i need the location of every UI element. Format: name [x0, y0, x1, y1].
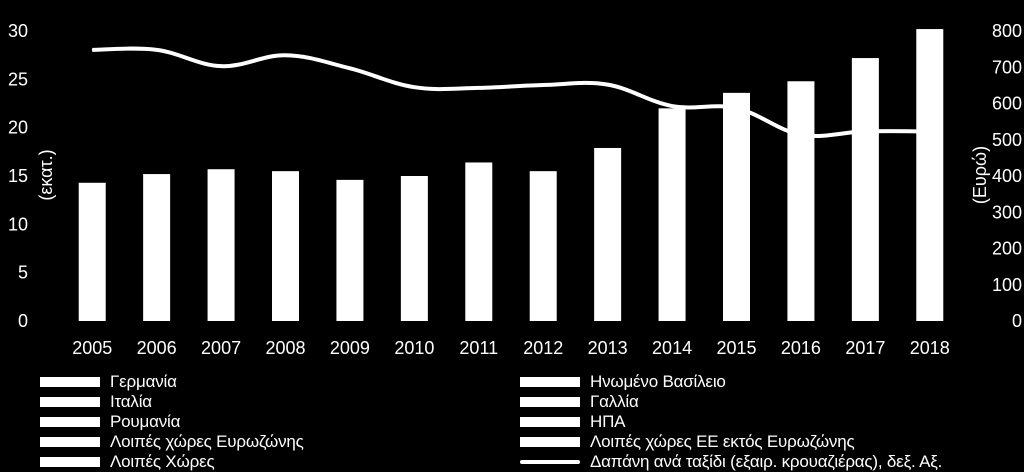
legend-item: Δαπάνη ανά ταξίδι (εξαιρ. κρουαζιέρας), …: [520, 452, 942, 472]
left-tick-label: 10: [8, 214, 28, 234]
legend-item: Λοιπές Χώρες: [40, 452, 215, 472]
x-tick-label: 2015: [716, 338, 756, 358]
bar: [787, 81, 815, 322]
x-axis-ticks: 2005 2006 2007 2008 2009 2010 2011 2012 2013 2014…: [72, 338, 950, 358]
right-tick-label: 400: [992, 166, 1022, 186]
x-tick-label: 2013: [588, 338, 628, 358]
left-axis-ticks: 0 5 10 15 20 25 30: [8, 21, 28, 331]
legend: Γερμανία Ηνωμένο Βασίλειο Ιταλία Γαλλία Ρουμ…: [0, 372, 1024, 472]
legend-label: ΗΠΑ: [590, 412, 626, 431]
legend-line-marker: [520, 460, 580, 464]
legend-bar-swatch: [520, 377, 580, 387]
left-tick-label: 20: [8, 118, 28, 138]
bar: [78, 182, 106, 321]
line-point: [736, 107, 737, 109]
legend-item: ΗΠΑ: [520, 412, 625, 432]
bar: [723, 92, 750, 321]
x-tick-label: 2007: [201, 338, 241, 358]
left-tick-label: 30: [8, 21, 28, 41]
legend-item: Γερμανία: [40, 372, 177, 392]
bar: [916, 29, 944, 322]
legend-label: Ρουμανία: [110, 412, 181, 431]
x-tick-label: 2010: [394, 338, 434, 358]
legend-label: Λοιπές χώρες ΕΕ εκτός Ευρωζώνης: [590, 432, 855, 451]
right-tick-label: 600: [992, 94, 1022, 114]
legend-label: Ιταλία: [110, 392, 152, 411]
legend-label: Γερμανία: [110, 372, 177, 391]
bar: [336, 179, 364, 321]
legend-bar-swatch: [40, 457, 100, 467]
legend-item: Λοιπές χώρες ΕΕ εκτός Ευρωζώνης: [520, 432, 855, 452]
line-point: [349, 67, 351, 69]
legend-bar-swatch: [520, 397, 580, 407]
bar: [465, 162, 493, 321]
x-tick-label: 2018: [910, 338, 950, 358]
x-tick-label: 2016: [781, 338, 821, 358]
legend-bar-swatch: [520, 437, 580, 447]
legend-label: Ηνωμένο Βασίλειο: [590, 372, 726, 391]
line-series-path: [92, 46, 930, 139]
right-tick-label: 200: [992, 239, 1022, 259]
bar: [594, 147, 622, 321]
line-point: [91, 49, 93, 51]
left-tick-label: 0: [18, 311, 28, 331]
line-point: [478, 87, 480, 89]
x-tick-label: 2011: [459, 338, 498, 358]
line-point: [929, 130, 931, 132]
line-point: [671, 105, 673, 107]
bar: [143, 174, 171, 321]
legend-label: Λοιπές Χώρες: [110, 452, 215, 471]
x-tick-label: 2012: [523, 338, 563, 358]
left-axis-title: (εκατ.): [36, 149, 56, 200]
x-tick-label: 2006: [137, 338, 177, 358]
legend-bar-swatch: [40, 377, 100, 387]
x-tick-label: 2009: [330, 338, 370, 358]
right-tick-label: 300: [992, 202, 1022, 222]
left-tick-label: 5: [18, 263, 28, 283]
legend-bar-swatch: [40, 397, 100, 407]
line-point: [285, 54, 286, 56]
line-point: [542, 84, 544, 86]
bar: [851, 58, 879, 322]
legend-item: Λοιπές χώρες Ευρωζώνης: [40, 432, 304, 452]
x-tick-label: 2005: [72, 338, 112, 358]
legend-label: Λοιπές χώρες Ευρωζώνης: [110, 432, 304, 451]
left-tick-label: 15: [8, 166, 28, 186]
right-tick-label: 100: [992, 275, 1022, 295]
legend-bar-swatch: [40, 437, 100, 447]
legend-label: Δαπάνη ανά ταξίδι (εξαιρ. κρουαζιέρας), …: [590, 452, 943, 471]
bar: [207, 169, 235, 321]
left-tick-label: 25: [8, 69, 28, 89]
legend-label: Γαλλία: [590, 392, 639, 411]
line-point: [220, 65, 222, 67]
bar-series: [78, 29, 944, 322]
legend-item: Ιταλία: [40, 392, 152, 412]
legend-item: Ηνωμένο Βασίλειο: [520, 372, 726, 392]
right-tick-label: 800: [992, 21, 1022, 41]
line-series: [91, 46, 931, 139]
legend-bar-swatch: [40, 417, 100, 427]
bar: [529, 171, 557, 321]
line-point: [607, 84, 609, 86]
x-tick-label: 2014: [652, 338, 692, 358]
legend-bar-swatch: [520, 417, 580, 427]
x-tick-label: 2017: [845, 338, 885, 358]
line-point: [800, 134, 802, 136]
line-point: [413, 86, 415, 88]
bar: [272, 171, 299, 321]
legend-item: Γαλλία: [520, 392, 639, 412]
line-point: [864, 130, 866, 132]
bar: [400, 176, 428, 321]
legend-item: Ρουμανία: [40, 412, 180, 432]
right-axis-title: (Ευρώ): [970, 146, 990, 204]
right-axis-ticks: 0 100 200 300 400 500 600 700 800: [992, 21, 1022, 331]
line-point: [156, 49, 158, 51]
right-tick-label: 700: [992, 57, 1022, 77]
x-tick-label: 2008: [265, 338, 305, 358]
right-tick-label: 0: [1012, 311, 1022, 331]
bar: [658, 108, 686, 321]
right-tick-label: 500: [992, 130, 1022, 150]
